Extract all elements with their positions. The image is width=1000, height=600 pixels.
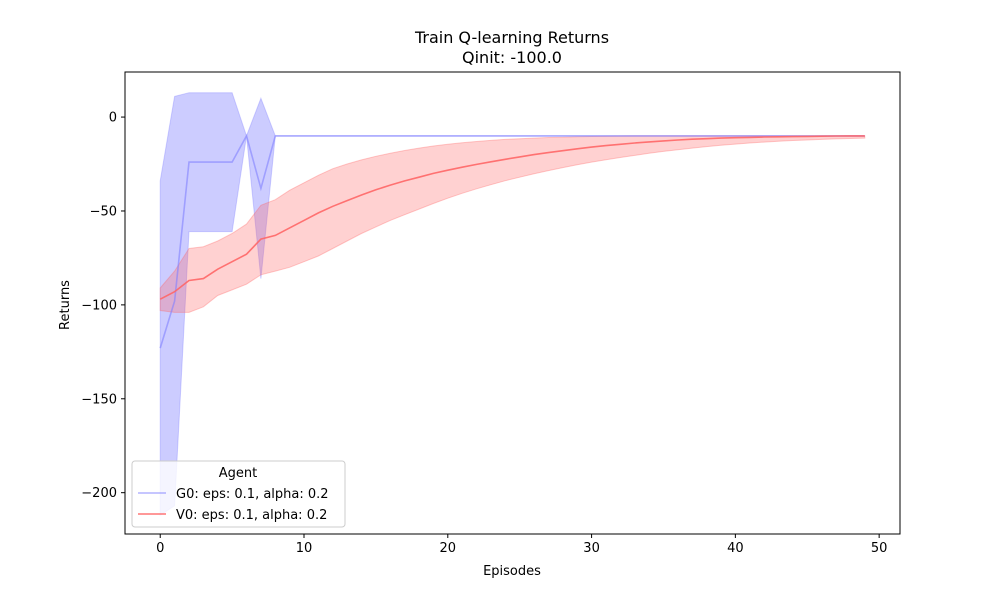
y-tick-label: −50 (90, 204, 117, 219)
legend-label-v0: V0: eps: 0.1, alpha: 0.2 (176, 508, 327, 523)
y-axis-ticks: 0 −50 −100 −150 −200 (81, 111, 125, 501)
line-series-0 (159, 133, 865, 349)
x-tick-label: 50 (871, 541, 888, 556)
x-tick-label: 40 (727, 541, 744, 556)
line-series-1 (159, 135, 865, 300)
chart-subtitle: Qinit: -100.0 (462, 48, 562, 67)
y-tick-label: 0 (109, 111, 117, 126)
y-tick-label: −150 (81, 392, 117, 407)
x-tick-label: 20 (440, 541, 457, 556)
legend: Agent G0: eps: 0.1, alpha: 0.2 V0: eps: … (131, 460, 346, 528)
plot-frame (124, 71, 901, 535)
series-lines (159, 133, 865, 349)
legend-title: Agent (219, 466, 257, 481)
chart-title: Train Q-learning Returns (414, 28, 609, 47)
x-tick-label: 0 (156, 541, 164, 556)
x-tick-label: 10 (296, 541, 313, 556)
x-axis-ticks: 0 10 20 30 40 50 (156, 534, 887, 556)
y-tick-label: −100 (81, 298, 117, 313)
y-tick-label: −200 (81, 486, 117, 501)
legend-box (131, 460, 346, 528)
series-bands (159, 92, 866, 517)
legend-label-g0: G0: eps: 0.1, alpha: 0.2 (176, 487, 329, 502)
band-series-1 (159, 135, 866, 313)
y-axis-label: Returns (58, 280, 73, 330)
x-tick-label: 30 (583, 541, 600, 556)
x-axis-label: Episodes (483, 564, 541, 579)
